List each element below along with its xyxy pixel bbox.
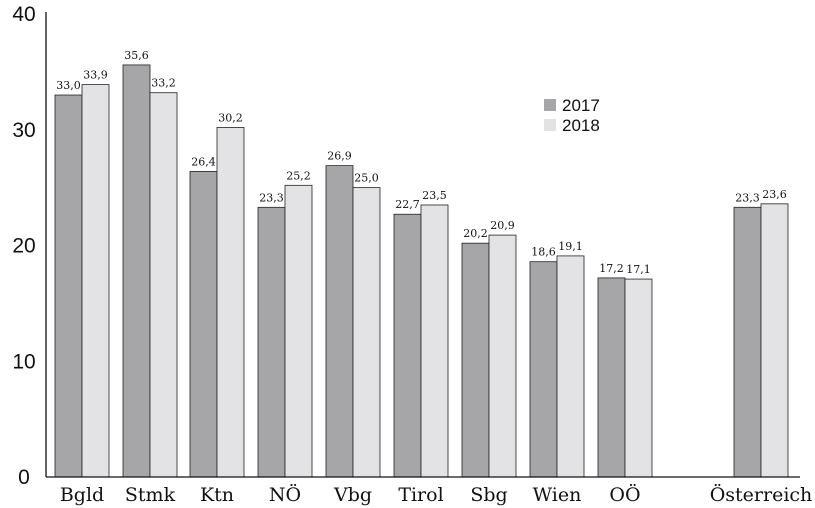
data-label: 33,9 [83,69,108,82]
bar-2017 [54,94,83,478]
legend-swatch [544,99,556,111]
x-tick-label: Stmk [125,484,176,506]
data-label: 35,6 [124,49,149,62]
data-label: 25,2 [286,169,311,182]
bar-2017 [122,64,151,478]
y-tick-label: 30 [12,119,35,142]
x-tick-label: Vbg [333,484,372,506]
data-label: 19,1 [558,240,583,253]
data-labels: 33,033,935,633,226,430,223,325,226,925,0… [56,49,787,276]
data-label: 22,7 [395,198,420,211]
bar-2018 [556,255,585,478]
data-label: 23,3 [259,191,284,204]
bar-2018 [760,203,789,478]
bar-2018 [624,278,653,478]
x-tick-label: NÖ [269,483,301,506]
data-label: 20,9 [490,219,515,232]
data-label: 26,9 [327,150,352,163]
bar-2018 [284,184,313,478]
y-tick-label: 40 [12,3,35,26]
bar-2017 [529,261,558,478]
bar-2017 [597,277,626,478]
x-tick-label: Ktn [200,484,234,506]
bar-2017 [393,213,422,478]
bar-2017 [325,165,354,478]
bar-2017 [257,206,286,478]
data-label: 23,3 [735,191,760,204]
bar-2017 [461,242,490,478]
bar-2018 [81,84,110,478]
bar-2017 [189,171,218,478]
data-label: 25,0 [354,172,379,185]
x-tick-label: Österreich [710,483,813,506]
x-tick-label: Wien [533,484,582,506]
legend-swatch [544,119,556,131]
y-tick-label: 20 [12,235,35,258]
data-label: 23,5 [422,189,447,202]
legend-label: 2018 [562,116,600,135]
bar-2018 [352,187,381,478]
x-tick-label: Tirol [398,484,443,506]
x-tick-label: Bgld [60,484,104,506]
data-label: 30,2 [218,111,243,124]
bar-2018 [149,92,178,478]
bars [54,64,789,478]
data-label: 26,4 [191,155,216,168]
y-axis-ticks: 0 10 20 30 40 [12,3,35,489]
data-label: 33,0 [56,79,81,92]
legend-label: 2017 [562,96,600,115]
data-label: 20,2 [463,227,488,240]
bar-2018 [488,234,517,478]
bar-2018 [420,204,449,478]
y-tick-label: 0 [18,466,30,489]
x-axis-labels: Bgld Stmk Ktn NÖ Vbg Tirol Sbg Wien OÖ Österreich [60,483,812,506]
bar-2018 [216,127,245,478]
x-tick-label: OÖ [609,483,640,506]
data-label: 17,2 [599,262,624,275]
data-label: 18,6 [531,246,556,259]
data-label: 33,2 [151,77,176,90]
x-tick-label: Sbg [470,484,507,506]
y-tick-label: 10 [12,350,35,373]
data-label: 23,6 [762,188,787,201]
bar-2017 [733,206,762,478]
data-label: 17,1 [626,263,651,276]
